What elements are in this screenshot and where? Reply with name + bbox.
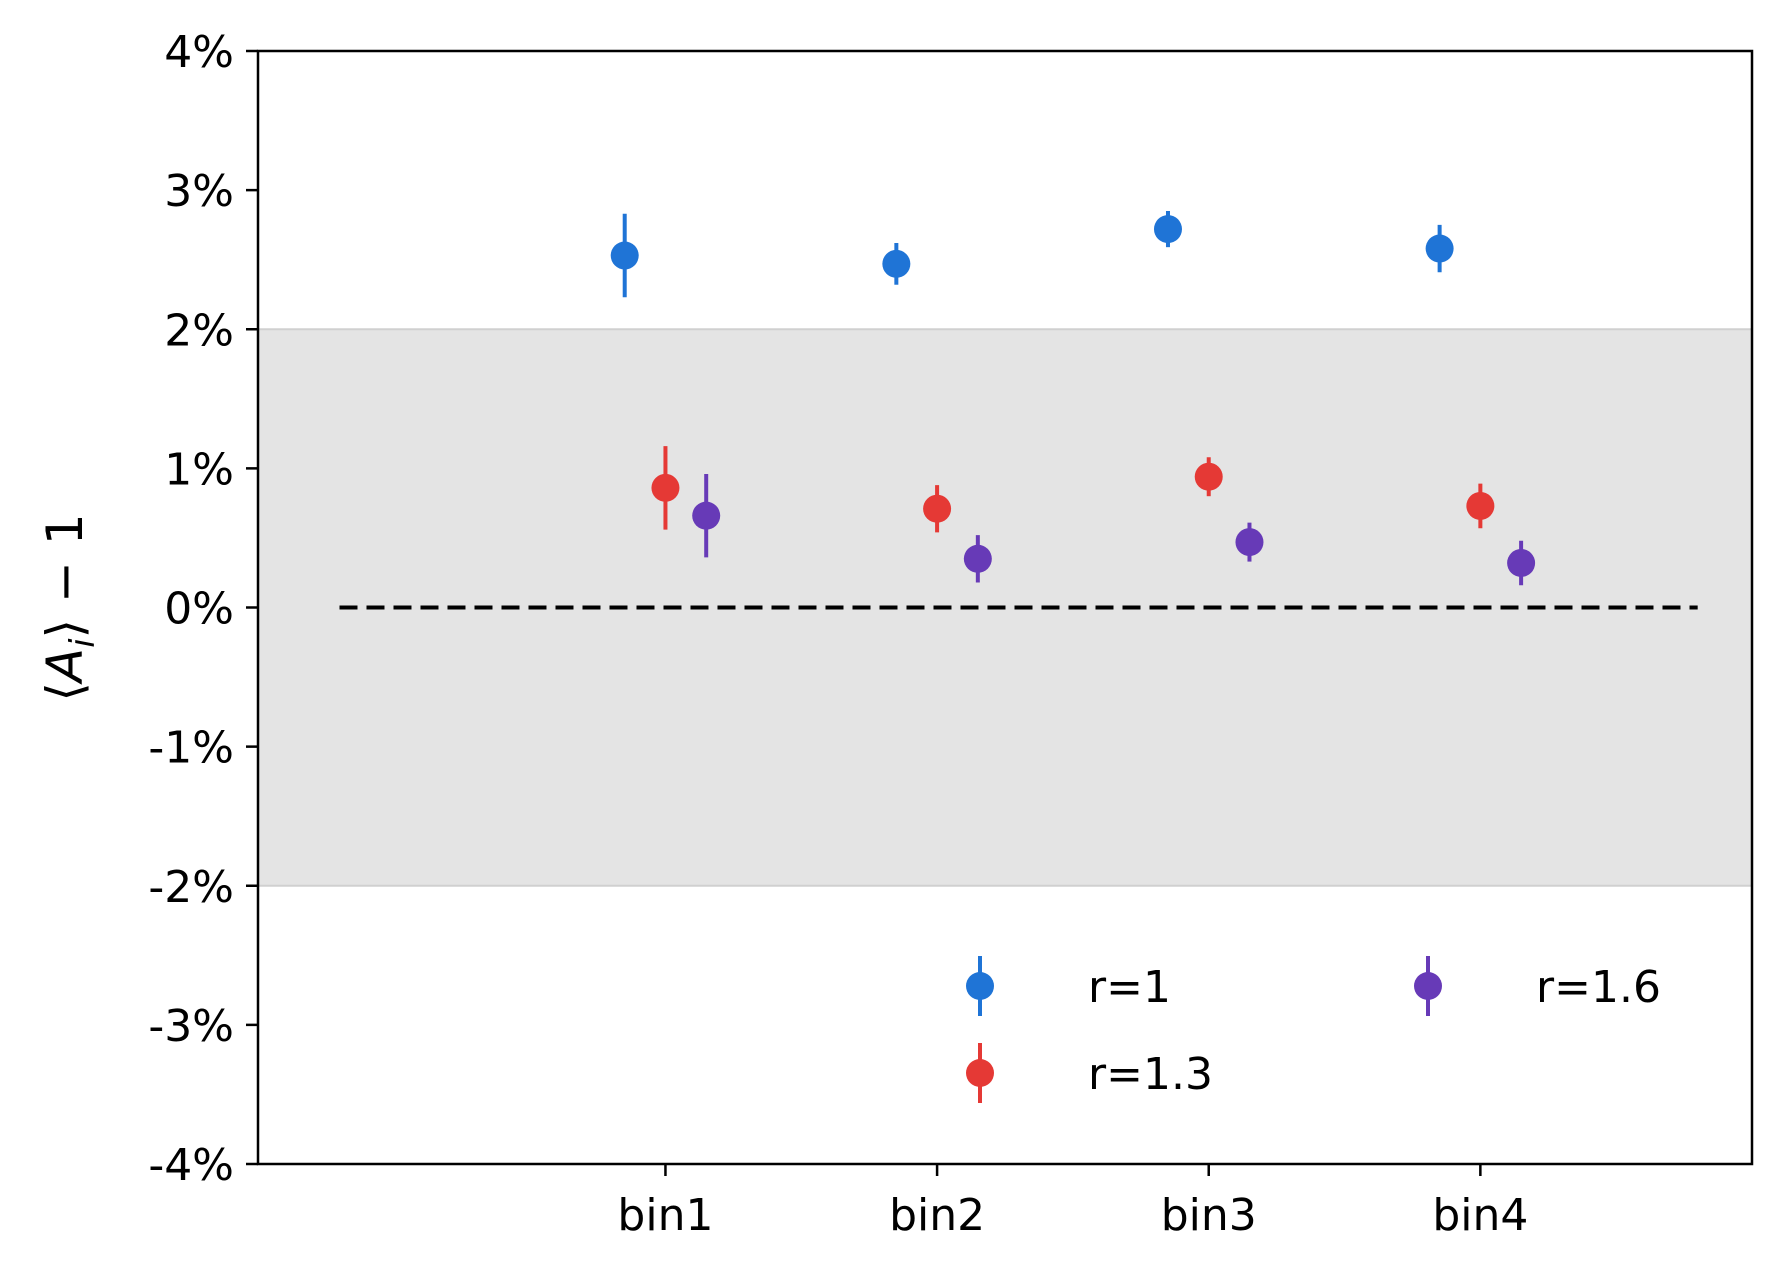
data-point bbox=[1194, 462, 1223, 491]
data-point bbox=[610, 241, 639, 270]
x-tick-label: bin3 bbox=[1161, 1190, 1257, 1241]
y-tick-label: 0% bbox=[164, 584, 234, 635]
series-1 bbox=[610, 210, 1454, 298]
data-point bbox=[963, 544, 992, 573]
x-tick-label: bin2 bbox=[889, 1190, 985, 1241]
legend-label: r=1 bbox=[1088, 962, 1171, 1013]
data-point bbox=[882, 249, 911, 278]
data-point bbox=[923, 494, 952, 523]
data-point bbox=[1153, 215, 1182, 244]
x-tick-label: bin1 bbox=[617, 1190, 713, 1241]
y-tick-label: -3% bbox=[148, 1001, 234, 1052]
y-axis-label: ⟨Ai⟩ − 1 bbox=[36, 513, 103, 701]
legend-entry-3: r=1.6 bbox=[1414, 956, 1661, 1016]
x-tick-label: bin4 bbox=[1432, 1190, 1528, 1241]
axes-frame bbox=[256, 49, 1754, 1166]
legend-marker bbox=[1414, 972, 1442, 1000]
series-3 bbox=[692, 473, 1536, 586]
y-tick-label: -1% bbox=[148, 723, 234, 774]
plot-frame bbox=[256, 49, 1754, 1166]
data-point bbox=[1235, 528, 1264, 557]
legend-label: r=1.3 bbox=[1088, 1049, 1213, 1100]
legend: r=1 r=1.3 r=1.6 bbox=[966, 956, 1661, 1103]
data-point bbox=[692, 501, 721, 530]
y-tick-label: 4% bbox=[164, 27, 234, 78]
x-axis: bin1 bin2 bin3 bin4 bbox=[617, 1164, 1528, 1241]
data-point bbox=[1466, 491, 1495, 520]
legend-label: r=1.6 bbox=[1536, 962, 1661, 1013]
data-point bbox=[1507, 548, 1536, 577]
legend-marker bbox=[966, 972, 994, 1000]
legend-marker bbox=[966, 1059, 994, 1087]
y-tick-label: -4% bbox=[148, 1140, 234, 1191]
y-tick-label: 2% bbox=[164, 305, 234, 356]
series-2 bbox=[651, 446, 1495, 533]
y-tick-label: -2% bbox=[148, 862, 234, 913]
y-tick-label: 3% bbox=[164, 166, 234, 217]
data-point bbox=[651, 473, 680, 502]
y-tick-label: 1% bbox=[164, 444, 234, 495]
data-point bbox=[1425, 234, 1454, 263]
legend-entry-2: r=1.3 bbox=[966, 1043, 1213, 1103]
series-layer bbox=[610, 210, 1536, 586]
legend-entry-1: r=1 bbox=[966, 956, 1171, 1016]
plot-area bbox=[258, 51, 1752, 1164]
y-axis: -4% -3% -2% -1% 0% 1% 2% 3% 4% bbox=[148, 27, 258, 1191]
